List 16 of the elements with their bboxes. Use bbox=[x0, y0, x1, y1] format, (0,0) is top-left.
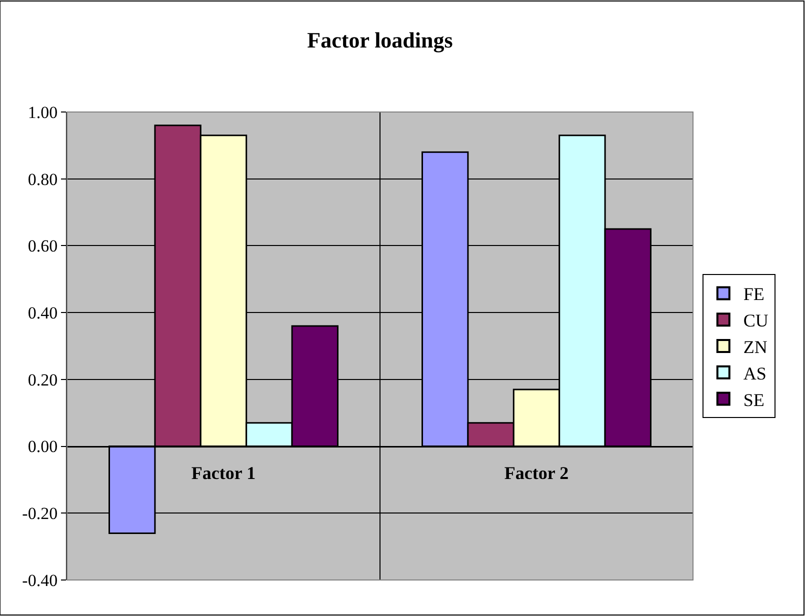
legend-label: ZN bbox=[743, 337, 768, 358]
y-tick-label: 0.60 bbox=[28, 236, 58, 256]
legend-label: SE bbox=[743, 390, 764, 410]
y-tick-label: 0.40 bbox=[28, 304, 58, 323]
legend-label: CU bbox=[743, 310, 768, 331]
x-tick-label: Factor 2 bbox=[504, 462, 569, 483]
y-tick-label: 0.00 bbox=[28, 437, 58, 456]
y-tick-label: -0.20 bbox=[22, 504, 58, 524]
y-tick-label: 1.00 bbox=[28, 102, 58, 122]
x-tick-label: Factor 1 bbox=[191, 462, 256, 483]
legend-label: FE bbox=[743, 284, 764, 304]
chart-title: Factor loadings bbox=[307, 28, 454, 53]
y-tick-label: 0.20 bbox=[28, 370, 58, 390]
legend-label: AS bbox=[743, 363, 766, 384]
y-tick-label: 0.80 bbox=[28, 170, 58, 189]
y-tick-label: -0.40 bbox=[22, 570, 58, 590]
